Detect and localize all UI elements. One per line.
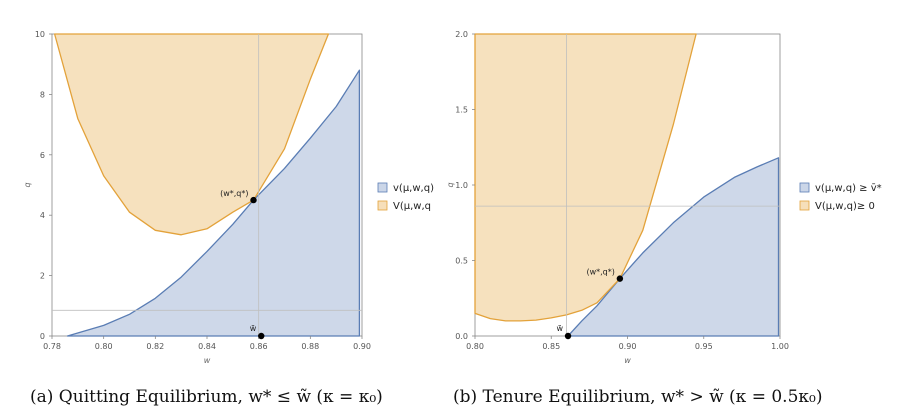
- y-tick-label-a: 4: [40, 211, 45, 220]
- point-label-b: w̃: [556, 324, 563, 333]
- series-orange-region-b: [474, 33, 697, 322]
- legend-a-orange-swatch: [377, 200, 388, 211]
- point-label-a: w̃: [250, 324, 257, 333]
- y-tick-label-b: 0.5: [455, 257, 468, 266]
- caption-a: (a) Quitting Equilibrium, w* ≤ w̃ (κ = κ…: [30, 387, 383, 407]
- x-tick-label-b: 1.00: [771, 342, 789, 351]
- point-marker-b: [616, 275, 624, 282]
- x-tick-label-a: 0.82: [146, 342, 164, 351]
- y-axis-label-b: q: [446, 182, 455, 187]
- x-axis-label-b: w: [624, 356, 631, 365]
- series-orange-region-a: [53, 33, 330, 236]
- panel-b-chart: 0.80 0.85 0.90 0.95 1.00 0.0 0.5 1.0 1.5 2.0 w q (w*…: [446, 30, 789, 365]
- legend-b-blue-label: v(μ,w,q) ≥ v̄*: [815, 183, 882, 194]
- x-tick-label-a: 0.80: [95, 342, 113, 351]
- x-tick-label-a: 0.86: [250, 342, 268, 351]
- x-tick-label-b: 0.95: [695, 342, 713, 351]
- legend-b-blue-swatch: [799, 182, 810, 193]
- legend-b-orange-label: V(μ,w,q)≥ 0: [815, 201, 875, 212]
- x-tick-label-b: 0.85: [542, 342, 560, 351]
- legend-a: v(μ,w,q) V(μ,w,q: [377, 182, 434, 212]
- y-tick-label-b: 0.0: [455, 332, 468, 341]
- x-tick-label-a: 0.88: [301, 342, 319, 351]
- x-tick-label-b: 0.90: [619, 342, 637, 351]
- y-tick-label-a: 2: [40, 272, 45, 281]
- panel-a-chart: 0.78 0.80 0.82 0.84 0.86 0.88 0.90 0 2 4 6 8 10 w q (w*…: [23, 30, 371, 365]
- legend-a-blue-label: v(μ,w,q): [393, 183, 434, 194]
- point-label-b: (w*,q*): [586, 268, 614, 277]
- x-axis-label-a: w: [204, 356, 211, 365]
- y-tick-label-a: 8: [40, 90, 45, 99]
- point-marker-a: [250, 196, 257, 204]
- x-tick-label-a: 0.78: [43, 342, 61, 351]
- y-tick-label-b: 1.0: [455, 181, 468, 190]
- y-tick-label-b: 1.5: [455, 106, 468, 115]
- y-tick-label-b: 2.0: [455, 30, 468, 39]
- caption-b: (b) Tenure Equilibrium, w* > w̃ (κ = 0.5…: [453, 387, 822, 407]
- legend-b: v(μ,w,q) ≥ v̄* V(μ,w,q)≥ 0: [799, 182, 882, 212]
- legend-a-orange-label: V(μ,w,q: [393, 201, 431, 212]
- series-blue-region-a: [66, 69, 361, 337]
- y-tick-label-a: 6: [40, 151, 45, 160]
- y-axis-label-a: q: [23, 182, 32, 187]
- x-tick-label-a: 0.84: [198, 342, 216, 351]
- y-tick-label-a: 0: [40, 332, 45, 341]
- legend-a-blue-swatch: [377, 182, 388, 193]
- point-label-a: (w*,q*): [220, 189, 248, 198]
- x-tick-label-a: 0.90: [353, 342, 371, 351]
- y-tick-label-a: 10: [35, 30, 45, 39]
- x-tick-label-b: 0.80: [466, 342, 484, 351]
- legend-b-orange-swatch: [799, 200, 810, 211]
- series-blue-region-b: [567, 157, 780, 337]
- point-marker-a: [258, 332, 265, 340]
- point-marker-b: [564, 332, 572, 340]
